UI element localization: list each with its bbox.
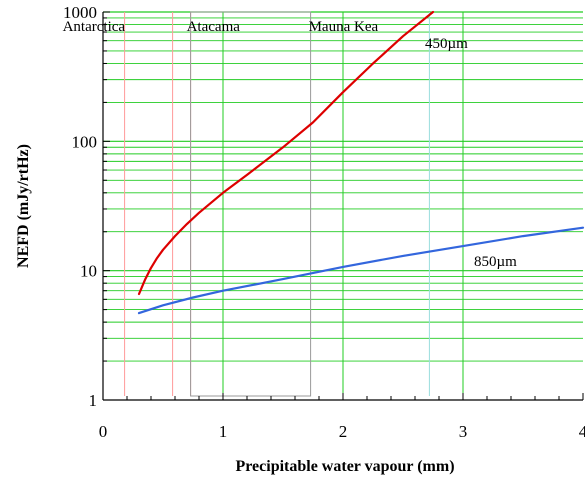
- grid-lines: [103, 11, 583, 400]
- y-tick-label: 1000: [63, 3, 97, 22]
- site-regions: Antarctica Atacama Mauna Kea: [63, 11, 430, 397]
- y-tick-label: 1: [89, 391, 98, 410]
- y-axis-title: NEFD (mJy/rtHz): [15, 144, 32, 268]
- x-tick-label: 1: [219, 422, 228, 441]
- x-tick-label: 3: [459, 422, 468, 441]
- x-tick-label: 2: [339, 422, 348, 441]
- data-series: 450µm 850µm: [137, 10, 585, 315]
- x-tick-label: 4: [579, 422, 585, 441]
- y-tick-label: 100: [72, 132, 98, 151]
- region-label: Atacama: [187, 19, 241, 35]
- series-line: [137, 10, 435, 296]
- y-tick-label: 10: [80, 262, 97, 281]
- series-label: 850µm: [474, 254, 517, 270]
- x-axis-title: Precipitable water vapour (mm): [235, 458, 454, 475]
- series-label: 450µm: [425, 36, 468, 52]
- region-label: Mauna Kea: [309, 19, 379, 35]
- atacama-range-box: [190, 11, 312, 397]
- series-line: [137, 226, 585, 315]
- region-label: Antarctica: [63, 19, 126, 35]
- x-tick-label: 0: [99, 422, 108, 441]
